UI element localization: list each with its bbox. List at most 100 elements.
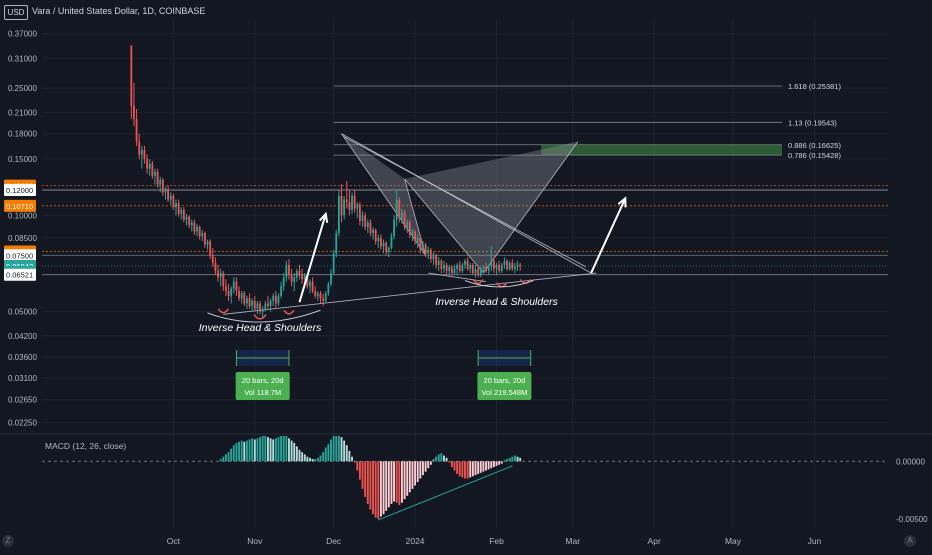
x-axis-labels: Oct Nov Dec 2024 Feb Mar Apr May Jun (167, 536, 822, 546)
macd-bar (429, 461, 432, 465)
candles (130, 45, 522, 318)
candle-body (424, 244, 427, 254)
candle-body (232, 281, 235, 289)
candle-body (288, 264, 290, 276)
candle-body (290, 275, 293, 282)
macd-bar (398, 461, 401, 505)
candle-body (500, 264, 503, 271)
candle-body (508, 262, 511, 269)
macd-bar (372, 461, 374, 515)
y-tick-label: 0.25000 (8, 84, 37, 93)
candle-body (393, 219, 395, 237)
candle-body (314, 290, 317, 296)
macd-bar (490, 461, 493, 469)
macd-bar (298, 449, 301, 462)
candle-body (345, 199, 348, 203)
macd-bar (361, 461, 364, 489)
candle-body (440, 260, 443, 269)
macd-bar (366, 461, 369, 504)
candle-body (401, 212, 403, 219)
candle-body (364, 215, 367, 227)
candle-body (469, 264, 472, 269)
chart-title: Vara / United States Dollar, 1D, COINBAS… (32, 6, 206, 16)
macd-bar (432, 459, 435, 462)
macd-bar (448, 461, 451, 463)
y-tick-label: 0.03600 (8, 353, 37, 362)
candle-body (351, 195, 353, 210)
candle-body (164, 188, 167, 193)
candle-body (282, 277, 285, 287)
candle-body (437, 260, 440, 265)
candle-body (285, 264, 288, 278)
macd-bar (464, 461, 466, 479)
macd-bar (311, 459, 314, 462)
macd-bar (251, 438, 254, 462)
candle-body (490, 260, 493, 267)
candle-body (369, 222, 372, 234)
fib-label: 0.786 (0.15428) (788, 151, 841, 160)
y-tick-label: 0.04200 (8, 332, 37, 341)
candle-body (385, 242, 388, 252)
candle-body (138, 141, 141, 155)
price-label-text: 0.12000 (6, 186, 33, 195)
currency-badge[interactable]: USD (4, 5, 28, 20)
macd-bar (519, 457, 522, 462)
candle-body (335, 233, 338, 254)
candle-body (201, 233, 204, 237)
candle-body (445, 264, 448, 271)
candle-body (298, 270, 301, 276)
candle-body (156, 171, 159, 185)
candle-body (177, 203, 180, 214)
fib-levels: 1.618 (0.25381) 1.13 (0.19543) 0.886 (0.16… (333, 82, 841, 160)
candle-body (217, 270, 219, 278)
candle-body (408, 222, 411, 235)
fib-label: 1.618 (0.25381) (788, 82, 841, 91)
shoulder-arc (283, 309, 295, 315)
candle-body (372, 229, 374, 234)
macd-bar (272, 439, 275, 462)
candle-body (390, 236, 393, 249)
candle-body (332, 253, 335, 274)
candle-body (427, 249, 430, 254)
candle-body (374, 229, 377, 242)
macd-bar (227, 452, 230, 462)
y-tick-label: 0.03100 (8, 374, 37, 383)
candle-body (256, 303, 259, 309)
candle-body (135, 119, 138, 142)
macd-bar (309, 457, 311, 462)
candle-body (206, 241, 209, 245)
price-label-text: 0.06521 (6, 271, 33, 280)
candle-body (227, 290, 230, 296)
candle-body (322, 298, 325, 301)
macd-bar (301, 452, 304, 462)
macd-bar (330, 439, 332, 462)
macd-bar (343, 440, 346, 462)
candle-body (498, 264, 501, 271)
macd-bar (498, 461, 501, 465)
macd-bar (238, 441, 240, 462)
timezone-toggle-icon[interactable]: Z (2, 535, 14, 547)
macd-bar (382, 461, 385, 515)
macd-bar (222, 456, 225, 462)
grid (42, 20, 888, 528)
macd-bar (364, 461, 367, 497)
macd-bar (469, 461, 472, 478)
x-tick-label: Mar (565, 536, 580, 546)
candle-body (327, 283, 330, 294)
candle-body (140, 150, 143, 155)
macd-bar (461, 461, 464, 478)
macd-bar (440, 453, 443, 462)
candle-body (246, 298, 248, 304)
candle-body (443, 264, 445, 269)
macd-bar (337, 436, 340, 462)
macd-bar (267, 437, 269, 462)
macd-bar (408, 461, 411, 493)
candle-body (429, 249, 432, 260)
candle-body (209, 241, 212, 256)
pattern-triangle-2 (404, 141, 578, 274)
candle-body (182, 209, 185, 220)
macd-bar (243, 441, 246, 462)
auto-scale-toggle-icon[interactable]: A (904, 535, 916, 547)
